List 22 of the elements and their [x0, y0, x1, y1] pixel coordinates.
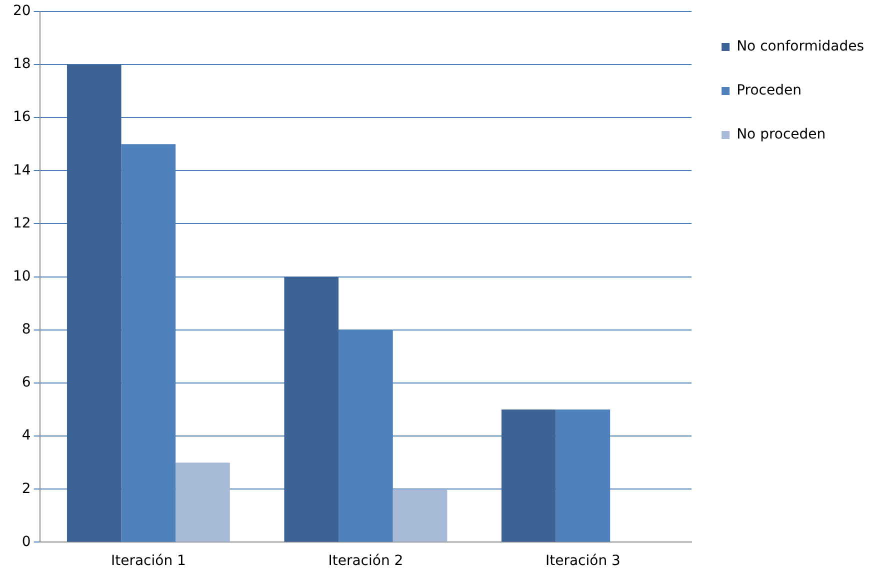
bar: [66, 64, 122, 542]
y-tick-label: 2: [22, 480, 31, 497]
y-tick-label: 20: [12, 3, 31, 20]
y-tick-label: 14: [12, 162, 31, 178]
legend-label: No conformidades: [736, 38, 864, 55]
y-tick-label: 18: [12, 56, 31, 72]
x-tick-label: Iteración 3: [545, 553, 620, 570]
bar: [501, 410, 556, 542]
y-tick-label: 4: [22, 428, 31, 444]
legend-label: Proceden: [736, 82, 802, 99]
y-tick-label: 8: [22, 322, 31, 338]
y-tick-label: 0: [22, 534, 31, 550]
x-tick-label: Iteración 2: [328, 553, 404, 570]
y-tick-label: 16: [12, 109, 31, 126]
bar: [176, 462, 230, 542]
y-tick-label: 10: [12, 268, 31, 284]
legend-label: No proceden: [736, 126, 826, 143]
bar: [284, 276, 339, 542]
y-tick-label: 12: [12, 215, 31, 232]
y-tick-label: 6: [22, 374, 31, 391]
x-tick-label: Iteración 1: [110, 553, 186, 570]
bar: [392, 489, 448, 542]
